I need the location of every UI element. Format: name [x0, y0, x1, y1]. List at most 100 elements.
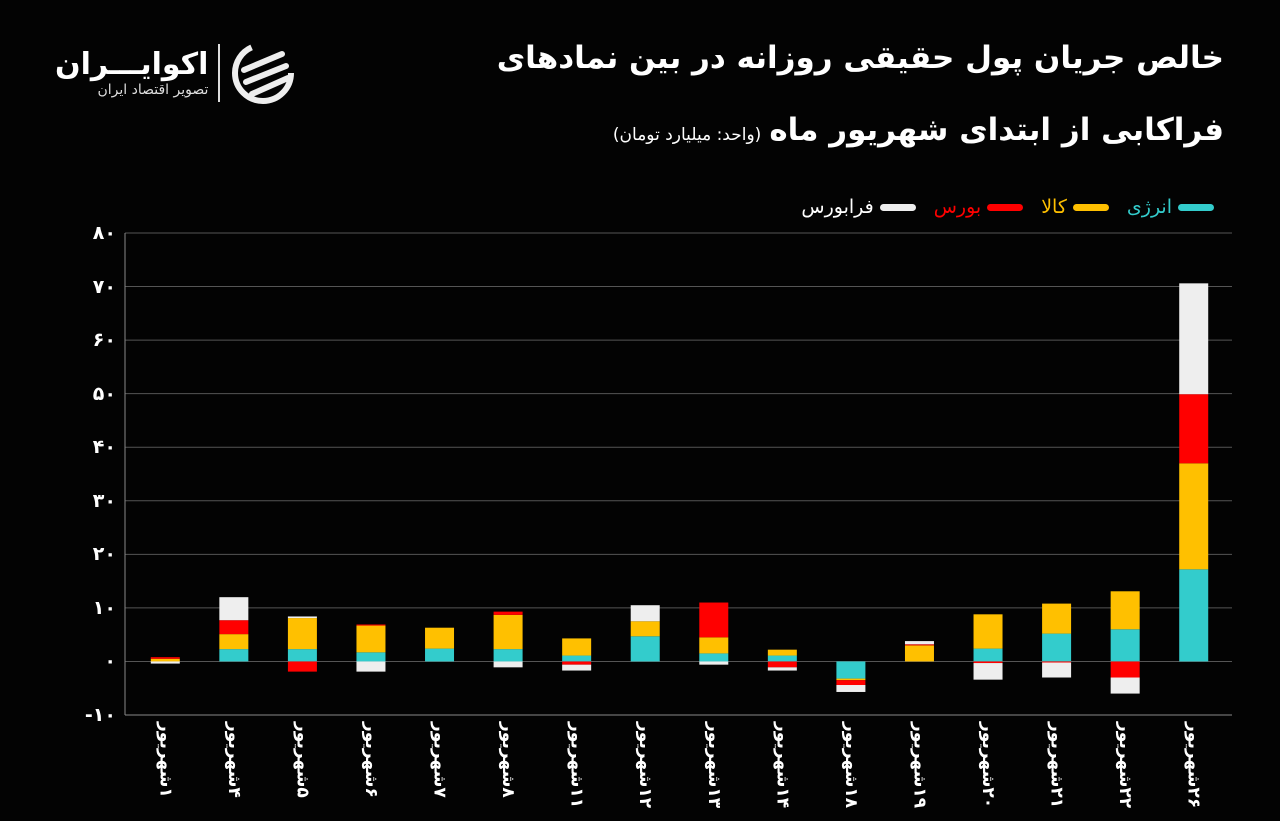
bar-segment: [562, 638, 592, 656]
logo-name: اکوایـــران: [55, 47, 209, 82]
legend-swatch: [1072, 203, 1109, 211]
bar-segment: [1042, 662, 1072, 678]
x-tick-label: ۵شهریور: [292, 722, 313, 798]
legend-swatch: [879, 203, 916, 211]
x-tick-label: ۷شهریور: [429, 722, 450, 798]
y-tick-label: ۷۰: [92, 275, 116, 298]
legend-label: انرژی: [1126, 196, 1172, 218]
bar-segment: [836, 685, 866, 692]
y-tick-label: -۱۰: [84, 704, 116, 726]
bar-segment: [1179, 394, 1209, 464]
bar-segment: [219, 649, 249, 662]
y-tick-label: ۶۰: [92, 329, 116, 352]
bar-segment: [562, 664, 592, 671]
y-tick-label: ۱۰: [92, 596, 116, 619]
legend-item: فرابورس: [801, 196, 916, 218]
y-tick-label: ۸۰: [92, 222, 116, 244]
x-tick-label: ۱۱شهریور: [566, 722, 587, 809]
x-tick-label: ۲۶شهریور: [1183, 722, 1204, 809]
bar-segment: [1042, 603, 1072, 634]
bar-segment: [219, 634, 249, 650]
bar-segment: [904, 645, 934, 662]
bar-segment: [699, 637, 729, 654]
bar-segment: [836, 680, 866, 686]
bar-segment: [699, 661, 729, 665]
legend-label: کالا: [1041, 196, 1067, 218]
bar-segment: [150, 658, 180, 662]
y-tick-label: ۰: [104, 650, 116, 673]
bar-segment: [356, 661, 386, 672]
bar-segment: [287, 618, 317, 650]
bar-segment: [767, 649, 797, 656]
bar-segment: [425, 648, 455, 662]
bar-segment: [356, 652, 386, 662]
bar-segment: [630, 621, 660, 637]
x-tick-label: ۱۳شهریور: [703, 722, 724, 809]
bar-segment: [767, 667, 797, 671]
logo: اکوایـــران تصویر اقتصاد ایران: [55, 40, 296, 106]
bar-segment: [425, 627, 455, 649]
legend-item: بورس: [933, 196, 1024, 218]
bar-segment: [493, 661, 523, 668]
bar-segment: [836, 661, 866, 679]
x-tick-label: ۲۱شهریور: [1046, 722, 1067, 809]
bar-segment: [904, 641, 934, 645]
legend-item: کالا: [1041, 196, 1109, 218]
bar-segment: [562, 655, 592, 662]
y-tick-label: ۲۰: [92, 543, 116, 566]
chart-title-line2: فراکابی از ابتدای شهریور ماه (واحد: میلیا…: [613, 112, 1224, 148]
title-text: فراکابی از ابتدای شهریور ماه: [769, 112, 1224, 148]
legend-swatch: [1178, 203, 1214, 211]
legend-swatch: [987, 203, 1024, 211]
ecoiran-logo-icon: [232, 42, 295, 104]
logo-tagline: تصویر اقتصاد ایران: [97, 82, 209, 98]
bar-segment: [630, 605, 660, 622]
x-tick-label: ۲۰شهریور: [978, 722, 999, 809]
bar-segment: [767, 655, 797, 662]
chart-title-line1: خالص جریان پول حقیقی روزانه در بین نماده…: [496, 40, 1224, 76]
bar-segment: [973, 648, 1003, 662]
x-tick-label: ۲۲شهریور: [1115, 722, 1136, 809]
x-tick-label: ۱۸شهریور: [840, 722, 861, 809]
y-tick-label: ۵۰: [92, 382, 116, 405]
x-tick-label: ۱۲شهریور: [635, 722, 656, 809]
x-tick-label: ۱شهریور: [155, 722, 176, 798]
bar-segment: [287, 616, 317, 619]
legend-label: فرابورس: [801, 196, 874, 218]
bar-segment: [1110, 591, 1140, 630]
bar-segment: [356, 625, 386, 653]
y-tick-label: ۳۰: [92, 489, 116, 512]
bar-segment: [287, 661, 317, 672]
bar-segment: [767, 661, 797, 668]
bar-segment: [699, 653, 729, 662]
bar-segment: [973, 663, 1003, 680]
bar-segment: [973, 614, 1003, 649]
bar-segment: [1110, 677, 1140, 694]
bar-segment: [973, 661, 1003, 664]
legend-label: بورس: [933, 196, 982, 218]
logo-divider: [218, 44, 221, 102]
bar-segment: [1179, 569, 1209, 662]
bar-segment: [356, 624, 386, 626]
bar-segment: [1042, 661, 1072, 663]
x-tick-label: ۱۹شهریور: [909, 722, 930, 809]
bar-segment: [1110, 661, 1140, 678]
bar-segment: [150, 661, 180, 664]
bar-segment: [630, 636, 660, 662]
legend-item: انرژی: [1127, 196, 1214, 218]
legend: انرژی کالا بورس فرابورس: [801, 196, 1214, 218]
bar-segment: [699, 602, 729, 638]
bar-segment: [493, 611, 523, 615]
bar-segment: [1110, 629, 1140, 662]
bar-segment: [904, 644, 934, 646]
bar-segment: [1179, 463, 1209, 570]
x-tick-label: ۴شهریور: [223, 722, 244, 798]
bar-segment: [150, 657, 180, 659]
bar-segment: [219, 597, 249, 621]
y-tick-label: ۴۰: [92, 436, 116, 459]
x-tick-label: ۶شهریور: [360, 722, 381, 798]
unit-label: (واحد: میلیارد تومان): [612, 125, 762, 145]
x-tick-label: ۱۴شهریور: [772, 722, 793, 809]
